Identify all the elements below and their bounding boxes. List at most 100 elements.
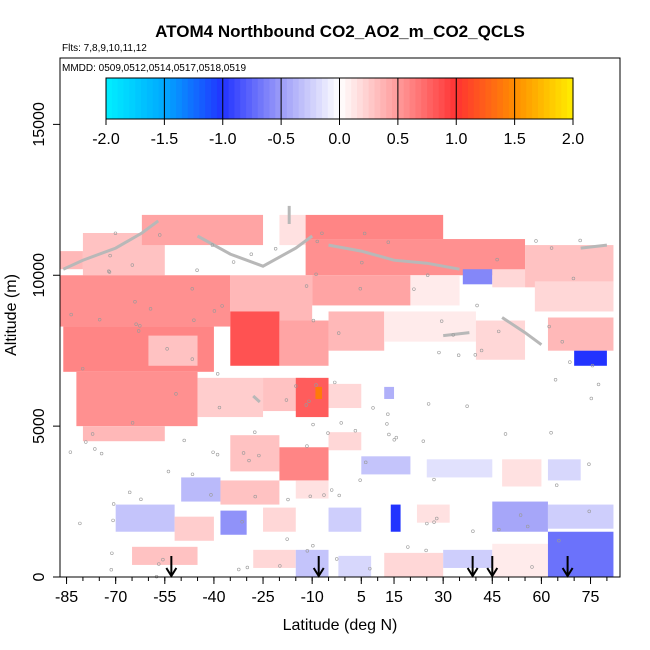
latitude-arrow-head (486, 567, 499, 578)
sample-point (111, 502, 116, 506)
heatmap-cell (328, 507, 362, 532)
sample-point (315, 239, 319, 244)
sample-point (93, 447, 97, 451)
sample-point (190, 287, 194, 291)
colorbar-segment (479, 78, 487, 119)
sample-point (337, 331, 341, 335)
heatmap-cell (312, 275, 411, 306)
colorbar-segment (357, 78, 364, 119)
heatmap-cell (141, 214, 264, 246)
sample-point (182, 438, 186, 443)
colorbar-segment (187, 78, 195, 119)
sample-point (526, 524, 530, 529)
sample-point (547, 324, 551, 329)
sample-point (195, 268, 199, 272)
colorbar-segment (502, 78, 510, 119)
heatmap-cell (574, 350, 607, 366)
heatmap-cell (547, 531, 614, 577)
heatmap-cell (328, 311, 385, 351)
x-tick-label: 5 (357, 589, 366, 606)
heatmap-cell (416, 504, 450, 523)
sample-point (311, 318, 316, 323)
colorbar-tick-label: -1.0 (209, 131, 237, 148)
sample-point (107, 269, 111, 273)
sample-point (90, 432, 95, 436)
colorbar-segment (392, 78, 399, 119)
heatmap-cell (328, 383, 362, 409)
colorbar-tick-label: 2.0 (562, 131, 584, 148)
sample-point (456, 353, 461, 357)
colorbar-segment (444, 78, 452, 119)
sample-point (560, 340, 564, 344)
colorbar-tick-label: 0.5 (387, 131, 409, 148)
sample-point (136, 329, 141, 333)
sample-point (109, 568, 113, 572)
sample-points (68, 231, 601, 579)
heatmap-cell (174, 516, 214, 541)
flights-subtitle: Flts: 7,8,9,10,11,12 (62, 43, 147, 54)
sample-point (590, 363, 595, 368)
sample-point (253, 494, 257, 499)
colorbar-segment (526, 78, 533, 119)
sample-point (329, 488, 334, 492)
colorbar-segment (438, 78, 446, 119)
colorbar-segment (316, 78, 323, 119)
colorbar-segment (467, 78, 475, 119)
sample-point (587, 462, 591, 466)
colorbar-segment (199, 78, 206, 119)
colorbar-segment (386, 78, 393, 119)
sample-point (108, 253, 112, 258)
colorbar-segment (152, 78, 160, 119)
sample-point (111, 518, 115, 523)
sample-point (278, 564, 282, 568)
colorbar-segment (211, 78, 218, 119)
colorbar-tick-label: 1.0 (445, 131, 467, 148)
x-tick-label: -85 (55, 589, 78, 606)
sample-point (503, 432, 508, 436)
colorbar-segment (205, 78, 212, 119)
y-tick-label: 5000 (31, 408, 48, 444)
colorbar-segment (351, 78, 358, 119)
colorbar-segment (123, 78, 130, 119)
colorbar-segment (135, 78, 142, 119)
sample-point (130, 421, 135, 425)
sample-point (406, 545, 410, 549)
heatmap-cell (148, 335, 198, 366)
colorbar-segment (158, 78, 165, 119)
latitude-arrow-head (165, 567, 178, 578)
sample-point (166, 469, 171, 474)
sample-point (337, 493, 341, 498)
sample-point (286, 497, 290, 502)
sample-point (322, 493, 326, 497)
sample-point (326, 431, 330, 435)
x-tick-label: -55 (153, 589, 176, 606)
sample-point (578, 238, 582, 243)
colorbar-segment (491, 78, 498, 119)
sample-point (294, 384, 298, 388)
sample-point (84, 440, 88, 444)
colorbar-segment (216, 78, 224, 119)
sample-point (371, 406, 375, 410)
heatmap-cell (502, 459, 542, 487)
sample-point (148, 307, 153, 311)
sample-point (368, 566, 372, 571)
sample-point (432, 520, 436, 524)
heatmap-cell (279, 447, 329, 481)
heatmap-cell (305, 214, 444, 240)
heatmap-cell (295, 377, 329, 418)
colorbar-tick-label: -0.5 (267, 131, 295, 148)
sample-point (497, 329, 501, 334)
sample-point (304, 284, 309, 288)
colorbar-tick-label: -2.0 (92, 131, 120, 148)
sample-point (212, 309, 217, 313)
sample-point (247, 458, 251, 463)
heatmap-cell (426, 459, 493, 478)
x-tick-label: 75 (582, 589, 600, 606)
colorbar-segment (520, 78, 527, 119)
colorbar-segment (228, 78, 236, 119)
colorbar-segment (543, 78, 551, 119)
sample-point (320, 231, 324, 235)
sample-point (534, 239, 538, 243)
colorbar-segment (397, 78, 405, 119)
